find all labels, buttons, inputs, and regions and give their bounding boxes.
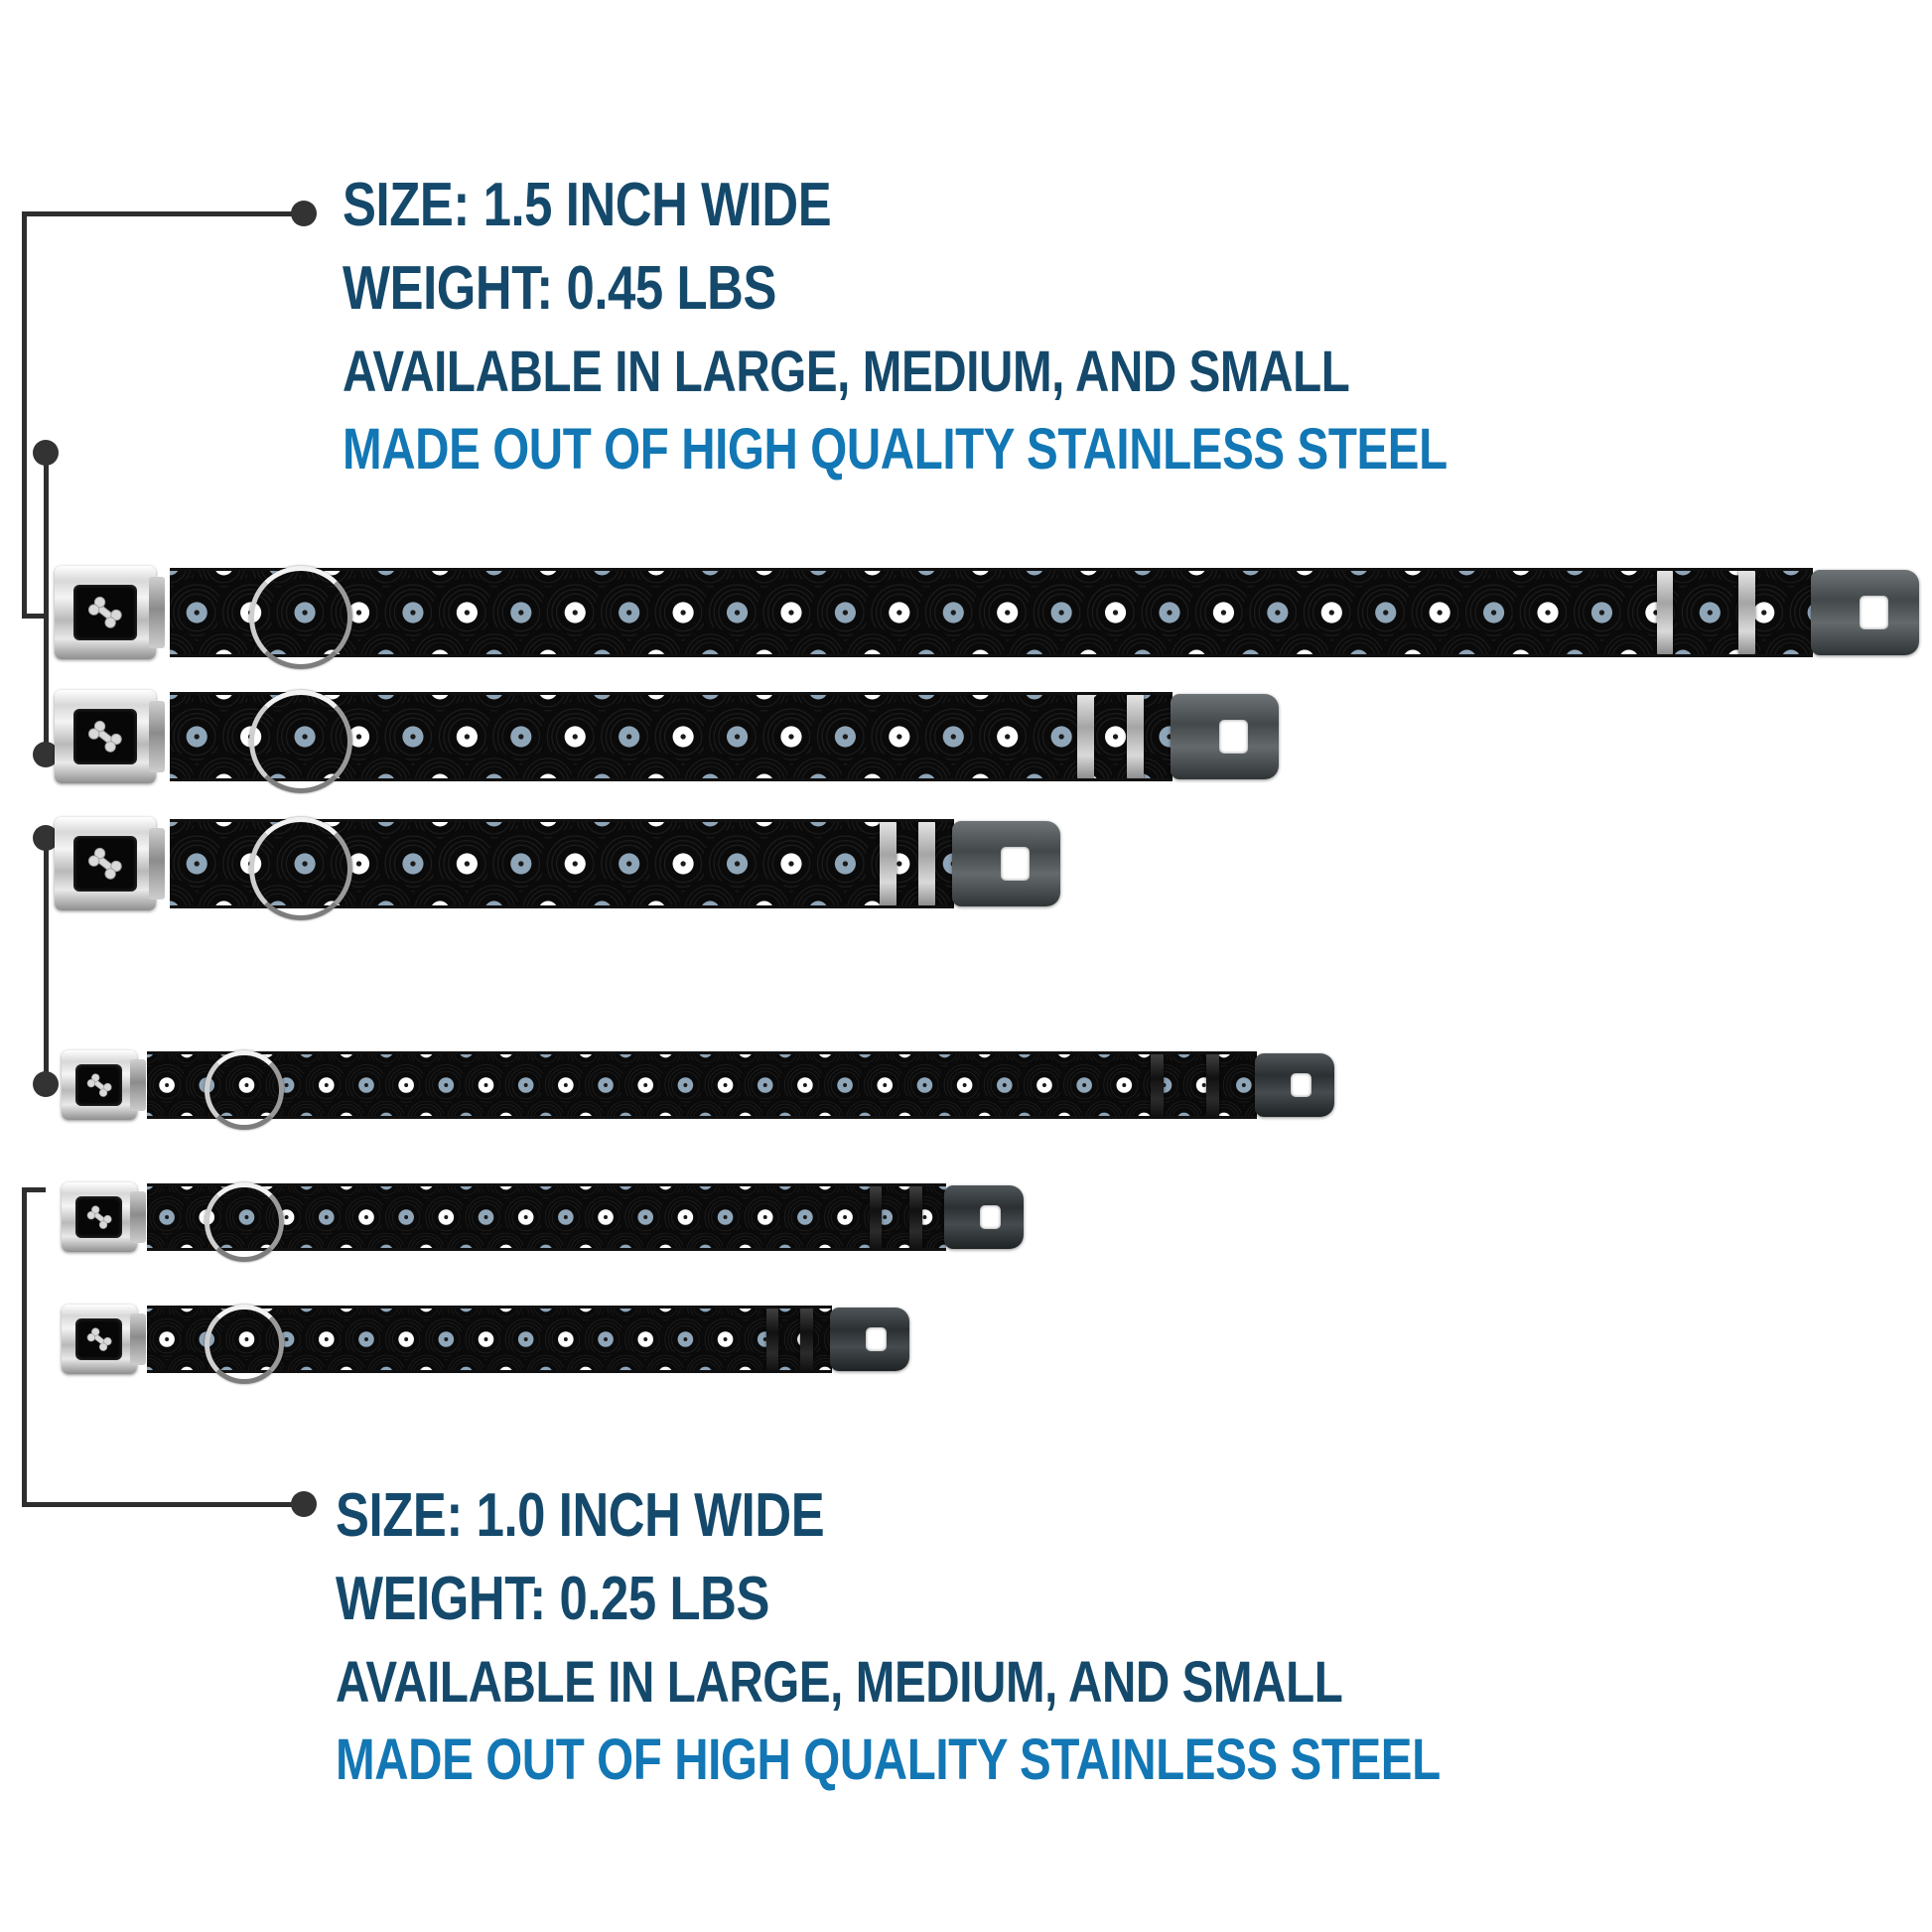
strap-adjuster-keeper-2[interactable]	[879, 822, 897, 905]
vinyl-record-pattern	[146, 1186, 946, 1248]
dog-bone-icon	[86, 1073, 112, 1097]
bracket-dot-top-large	[33, 440, 59, 466]
dog-bone-icon	[86, 1205, 112, 1229]
dog-bone-icon	[88, 597, 123, 628]
spec-weight-1-0: WEIGHT: 0.25 LBS	[336, 1565, 769, 1633]
tongue-slot	[1219, 720, 1248, 754]
tongue-slot	[980, 1204, 1002, 1230]
buckle-face	[73, 708, 137, 765]
strap-adjuster-keeper-2[interactable]	[1151, 1054, 1164, 1116]
leader-horizontal-top	[22, 211, 306, 216]
tongue-slot	[1001, 847, 1030, 881]
buckle-face	[73, 835, 137, 893]
spec-block-1-5-inch: SIZE: 1.5 INCH WIDE WEIGHT: 0.45 LBS AVA…	[343, 175, 1690, 479]
buckle-tongue[interactable]	[829, 1308, 910, 1371]
strap-adjuster-keeper-1[interactable]	[1127, 695, 1145, 778]
leader-vertical-bottom-outer	[22, 1187, 27, 1503]
buckle-face	[75, 1064, 123, 1106]
vinyl-record-pattern	[146, 1054, 1257, 1116]
strap-adjuster-keeper-2[interactable]	[765, 1309, 779, 1370]
dog-bone-icon	[86, 1327, 112, 1351]
strap-adjuster-keeper-1[interactable]	[1206, 1054, 1219, 1116]
buckle-tongue[interactable]	[951, 821, 1061, 906]
collar-strap	[169, 568, 1813, 657]
seatbelt-buckle[interactable]	[55, 689, 166, 784]
bracket-dot-bottom-large	[33, 742, 59, 767]
leader-elbow-top	[22, 614, 46, 619]
collar-large-1-5in[interactable]	[55, 565, 1920, 670]
buckle-tongue[interactable]	[1810, 570, 1920, 655]
buckle-face	[73, 584, 137, 641]
collar-small-1-5in[interactable]	[55, 816, 1061, 921]
collar-large-1in[interactable]	[62, 1050, 1335, 1130]
collar-strap	[169, 692, 1173, 781]
spec-weight-1-5: WEIGHT: 0.45 LBS	[343, 254, 776, 323]
strap-adjuster-keeper-1[interactable]	[909, 1186, 922, 1248]
strap-adjuster-keeper-1[interactable]	[918, 822, 936, 905]
dog-bone-icon	[88, 721, 123, 753]
dog-bone-icon	[88, 848, 123, 880]
leader-dot-top-label	[291, 201, 317, 226]
spec-block-1-0-inch: SIZE: 1.0 INCH WIDE WEIGHT: 0.25 LBS AVA…	[336, 1485, 1683, 1789]
bracket-dot-bottom-small	[33, 1071, 59, 1097]
vinyl-record-pattern	[169, 571, 1813, 654]
collar-medium-1in[interactable]	[62, 1182, 1025, 1262]
tongue-slot	[866, 1326, 888, 1352]
seatbelt-buckle[interactable]	[62, 1050, 146, 1120]
leader-dot-bottom-label	[291, 1491, 317, 1517]
buckle-tongue[interactable]	[943, 1185, 1025, 1249]
collar-strap	[146, 1306, 832, 1373]
vinyl-record-pattern	[169, 822, 954, 905]
tongue-slot	[1860, 596, 1888, 629]
buckle-tongue[interactable]	[1170, 694, 1280, 779]
buckle-face	[75, 1196, 123, 1238]
leader-horizontal-bottom	[22, 1502, 306, 1507]
tongue-slot	[1291, 1072, 1312, 1098]
leader-vertical-top-outer	[22, 211, 27, 614]
seatbelt-buckle[interactable]	[55, 565, 166, 660]
spec-available-1-5: AVAILABLE IN LARGE, MEDIUM, AND SMALL	[343, 340, 1350, 404]
seatbelt-buckle[interactable]	[62, 1182, 146, 1252]
strap-adjuster-keeper-2[interactable]	[1656, 571, 1674, 654]
seatbelt-buckle[interactable]	[62, 1305, 146, 1374]
strap-adjuster-keeper-2[interactable]	[1076, 695, 1094, 778]
strap-adjuster-keeper-1[interactable]	[800, 1309, 813, 1370]
collar-strap	[146, 1051, 1257, 1119]
spec-size-1-0: SIZE: 1.0 INCH WIDE	[336, 1481, 825, 1550]
collar-strap	[169, 819, 954, 908]
vinyl-record-pattern	[146, 1309, 832, 1370]
collar-small-1in[interactable]	[62, 1305, 910, 1384]
spec-available-1-0: AVAILABLE IN LARGE, MEDIUM, AND SMALL	[336, 1650, 1343, 1715]
bracket-vertical-large	[44, 452, 49, 755]
collar-medium-1-5in[interactable]	[55, 689, 1280, 794]
strap-adjuster-keeper-1[interactable]	[1738, 571, 1756, 654]
spec-material-1-5: MADE OUT OF HIGH QUALITY STAINLESS STEEL	[343, 417, 1448, 482]
collar-strap	[146, 1183, 946, 1251]
spec-material-1-0: MADE OUT OF HIGH QUALITY STAINLESS STEEL	[336, 1727, 1441, 1792]
strap-adjuster-keeper-2[interactable]	[870, 1186, 883, 1248]
seatbelt-buckle[interactable]	[55, 816, 166, 911]
bracket-vertical-small	[44, 837, 49, 1083]
spec-size-1-5: SIZE: 1.5 INCH WIDE	[343, 171, 832, 239]
leader-elbow-bottom	[22, 1187, 46, 1192]
buckle-tongue[interactable]	[1254, 1053, 1335, 1117]
bracket-dot-top-small	[33, 825, 59, 851]
buckle-face	[75, 1318, 123, 1360]
vinyl-record-pattern	[169, 695, 1173, 778]
